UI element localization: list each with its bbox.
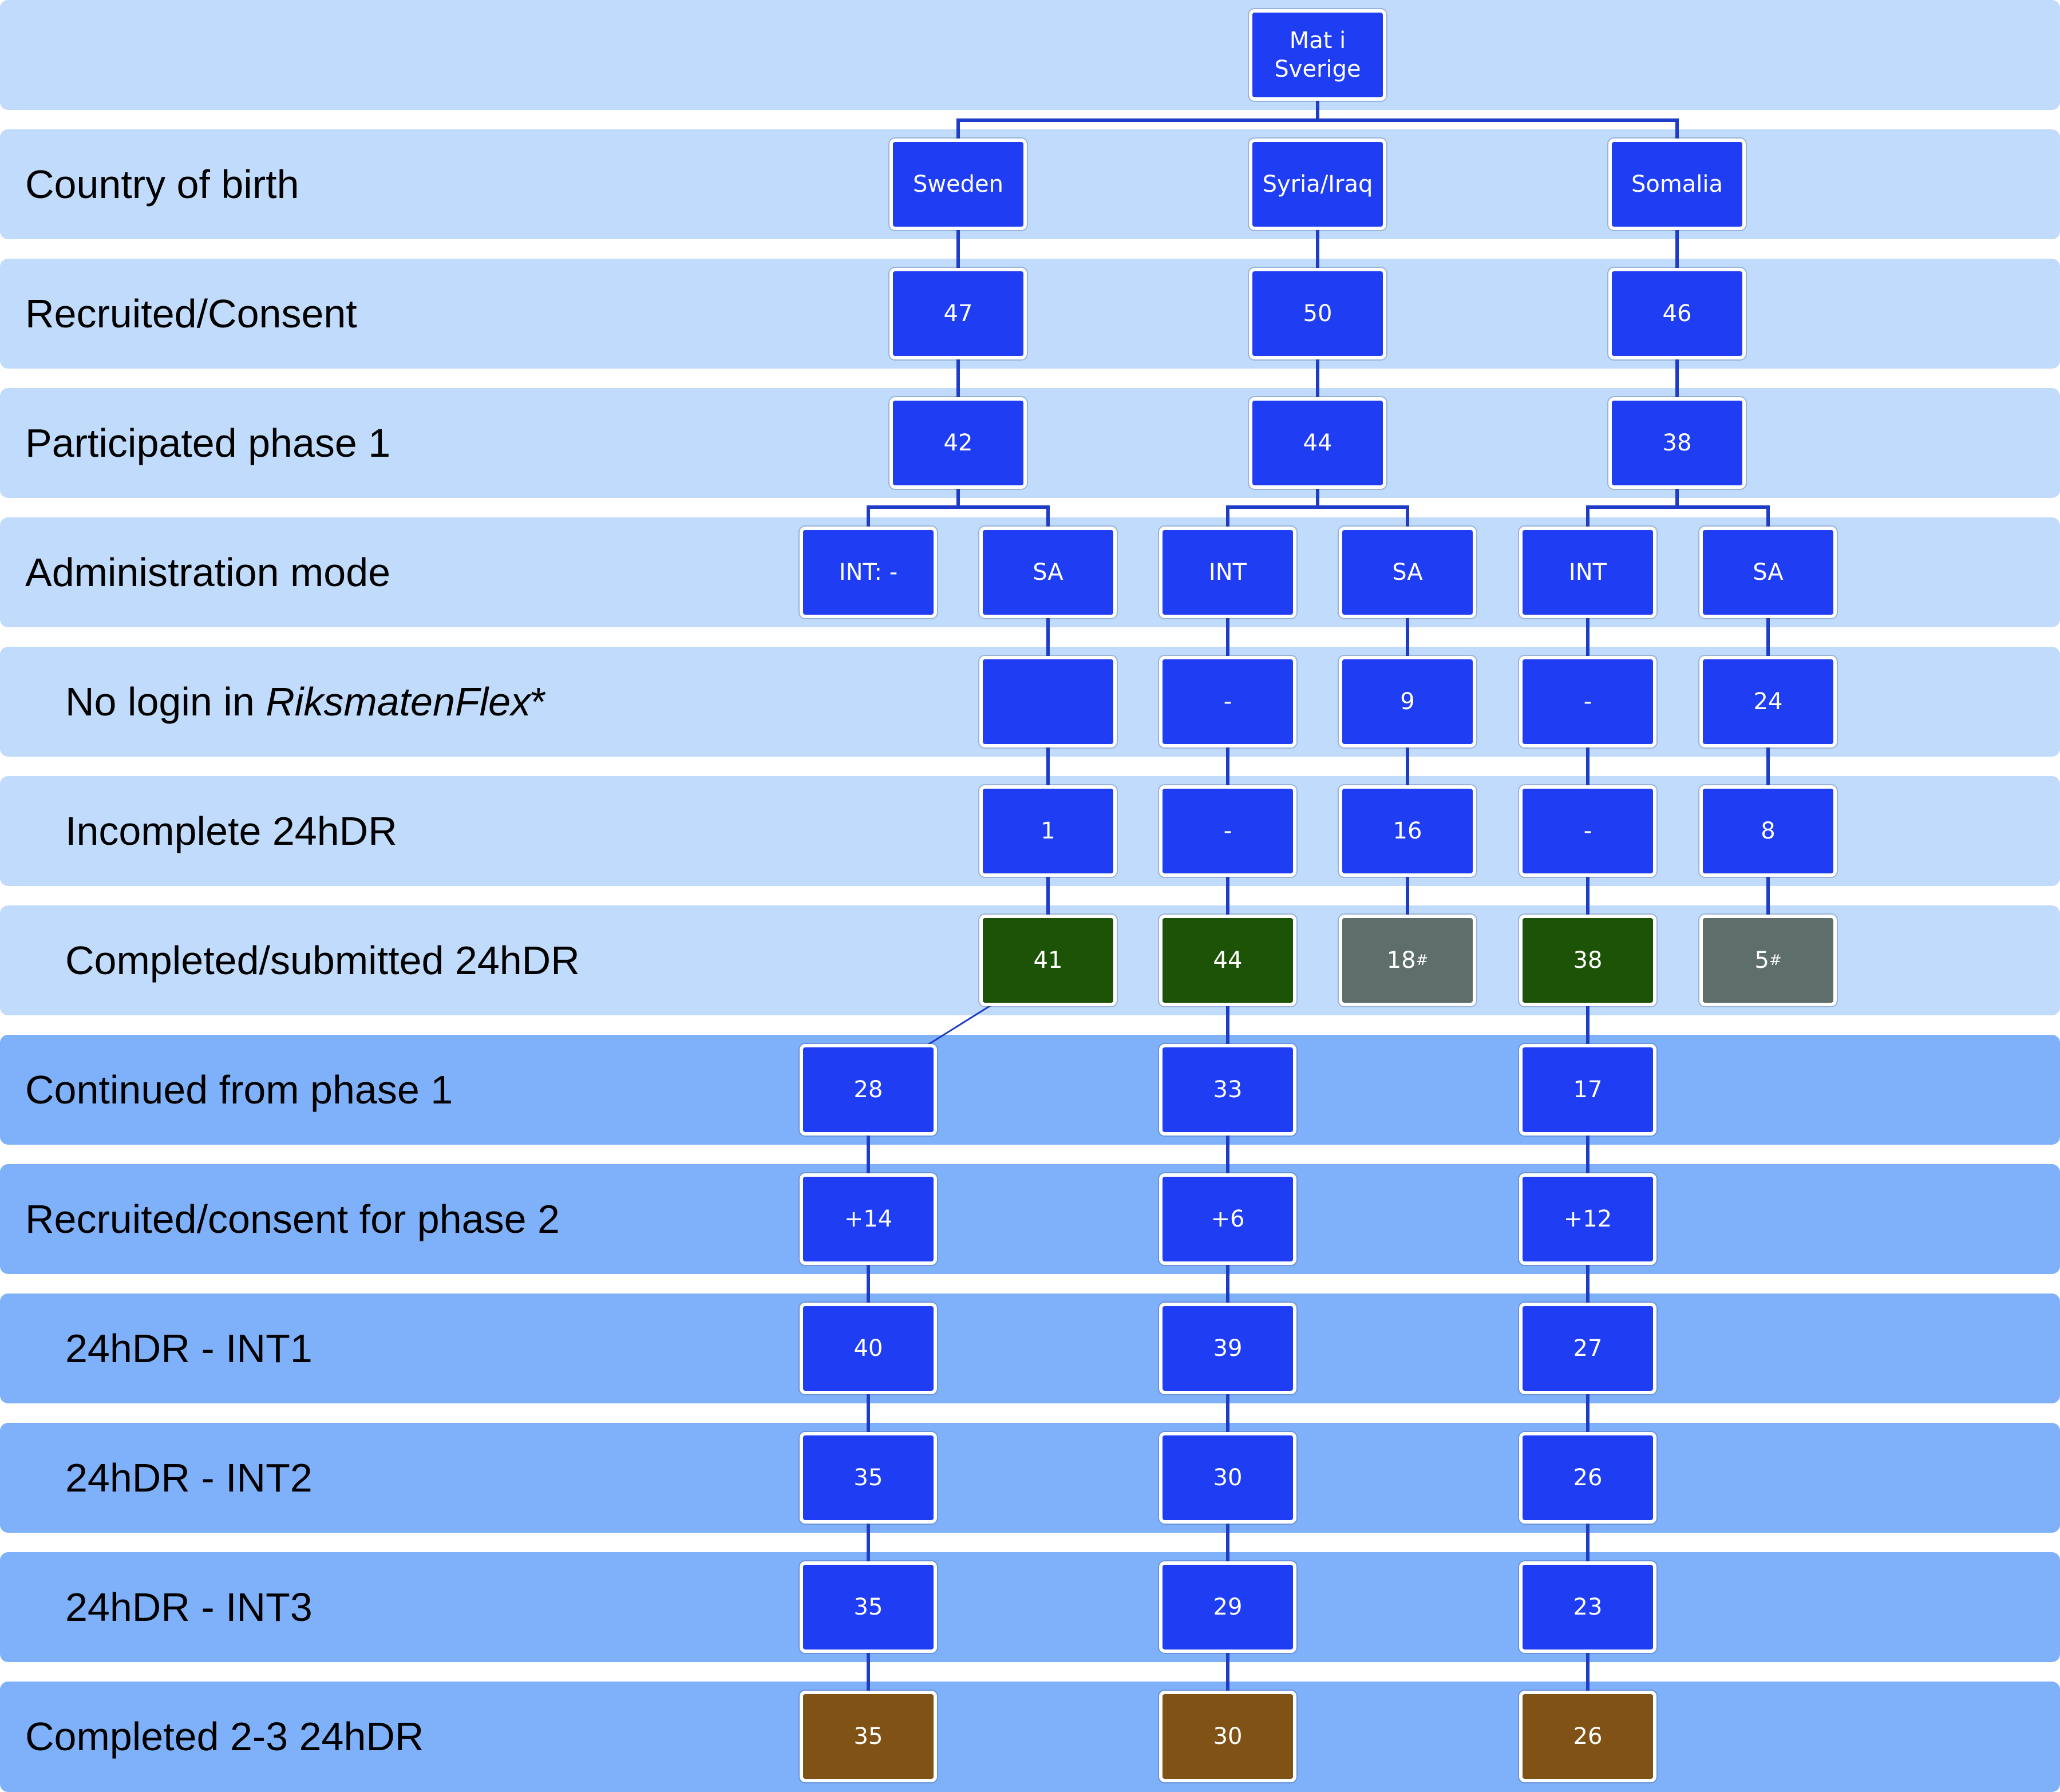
node-somalia-sa-no-login: 24 — [1699, 656, 1837, 747]
node-syria-int1: 39 — [1159, 1303, 1296, 1394]
node-sweden-continued: 28 — [800, 1044, 937, 1136]
node-syria-sa-completed-value: 18 — [1386, 947, 1416, 974]
row-recruited-consent: Recruited/Consent — [0, 259, 2060, 369]
node-sweden-sa: SA — [979, 527, 1117, 618]
node-somalia-int3: 23 — [1519, 1561, 1656, 1653]
node-sweden-recruited-phase-2: +14 — [800, 1173, 937, 1265]
row-24hdr-int1: 24hDR - INT1 — [0, 1293, 2060, 1403]
node-syria-completed-2-3: 30 — [1159, 1691, 1296, 1782]
node-syria-int-completed: 44 — [1159, 915, 1296, 1006]
row-label-no-login-app: RiksmatenFlex — [266, 679, 531, 724]
row-label-no-login-text: No login in — [65, 679, 266, 724]
node-somalia-int-completed: 38 — [1519, 915, 1656, 1006]
row-continued-from-phase-1: Continued from phase 1 — [0, 1035, 2060, 1145]
row-recruited-consent-phase-2: Recruited/consent for phase 2 — [0, 1164, 2060, 1274]
node-syria-int3: 29 — [1159, 1561, 1296, 1653]
node-somalia-completed-2-3: 26 — [1519, 1691, 1656, 1782]
row-country-of-birth: Country of birth — [0, 129, 2060, 239]
node-syria-continued: 33 — [1159, 1044, 1296, 1136]
node-sweden-recruited: 47 — [889, 268, 1027, 359]
node-somalia-sa-completed: 5 # — [1699, 915, 1837, 1006]
node-sweden-completed-2-3: 35 — [800, 1691, 937, 1782]
row-24hdr-int2: 24hDR - INT2 — [0, 1423, 2060, 1533]
node-somalia-sa-incomplete: 8 — [1699, 785, 1837, 877]
node-sweden-sa-no-login — [979, 656, 1117, 747]
node-somalia-int1: 27 — [1519, 1303, 1656, 1394]
row-completed-2-3-24hdr: Completed 2-3 24hDR — [0, 1682, 2060, 1792]
node-sweden-int: INT: - — [800, 527, 937, 618]
row-label-incomplete-24hdr: Incomplete 24hDR — [65, 809, 397, 853]
row-label-participated-phase-1: Participated phase 1 — [25, 421, 391, 465]
node-syria-sa: SA — [1339, 527, 1476, 618]
node-somalia-recruited-phase-2: +12 — [1519, 1173, 1656, 1265]
row-label-no-login-asterisk: * — [531, 679, 547, 724]
node-syria-sa-incomplete: 16 — [1339, 785, 1476, 877]
node-somalia-int-no-login: - — [1519, 656, 1656, 747]
row-root — [0, 0, 2060, 110]
row-label-completed-2-3-24hdr: Completed 2-3 24hDR — [25, 1714, 424, 1759]
node-syria-sa-no-login: 9 — [1339, 656, 1476, 747]
node-syria-participated: 44 — [1249, 397, 1386, 489]
row-label-continued-from-phase-1: Continued from phase 1 — [25, 1067, 453, 1112]
node-sweden-int2: 35 — [800, 1432, 937, 1524]
row-label-recruited-consent: Recruited/Consent — [25, 291, 357, 336]
node-sweden: Sweden — [889, 139, 1027, 230]
root-node-label: Mat i Sverige — [1274, 27, 1361, 82]
node-somalia-int2: 26 — [1519, 1432, 1656, 1524]
node-sweden-sa-completed: 41 — [979, 915, 1117, 1006]
node-syria-sa-completed: 18 # — [1339, 915, 1476, 1006]
row-label-completed-submitted-24hdr: Completed/submitted 24hDR — [65, 938, 580, 983]
node-syria-recruited: 50 — [1249, 268, 1386, 359]
node-syria-int: INT — [1159, 527, 1296, 618]
node-somalia-participated: 38 — [1608, 397, 1746, 489]
root-node-mat-i-sverige: Mat i Sverige — [1249, 9, 1386, 101]
node-sweden-int1: 40 — [800, 1303, 937, 1394]
node-somalia-int: INT — [1519, 527, 1656, 618]
row-label-no-login: No login in RiksmatenFlex* — [65, 682, 546, 722]
node-sweden-int3: 35 — [800, 1561, 937, 1653]
node-syria-int-no-login: - — [1159, 656, 1296, 747]
node-sweden-sa-incomplete: 1 — [979, 785, 1117, 877]
node-sweden-participated: 42 — [889, 397, 1027, 489]
node-somalia-sa: SA — [1699, 527, 1837, 618]
node-somalia-int-incomplete: - — [1519, 785, 1656, 877]
row-label-administration-mode: Administration mode — [25, 550, 391, 595]
row-label-country-of-birth: Country of birth — [25, 162, 299, 207]
node-syria-int-incomplete: - — [1159, 785, 1296, 877]
node-syria-int2: 30 — [1159, 1432, 1296, 1524]
node-somalia: Somalia — [1608, 139, 1746, 230]
row-label-recruited-consent-phase-2: Recruited/consent for phase 2 — [25, 1197, 560, 1241]
node-syria-recruited-phase-2: +6 — [1159, 1173, 1296, 1265]
row-label-24hdr-int2: 24hDR - INT2 — [65, 1455, 313, 1500]
node-somalia-recruited: 46 — [1608, 268, 1746, 359]
node-somalia-sa-completed-value: 5 — [1754, 947, 1769, 974]
row-label-24hdr-int3: 24hDR - INT3 — [65, 1585, 313, 1629]
row-label-24hdr-int1: 24hDR - INT1 — [65, 1326, 313, 1371]
row-participated-phase-1: Participated phase 1 — [0, 388, 2060, 498]
row-24hdr-int3: 24hDR - INT3 — [0, 1552, 2060, 1662]
node-syria-iraq: Syria/Iraq — [1249, 139, 1386, 230]
node-somalia-continued: 17 — [1519, 1044, 1656, 1136]
